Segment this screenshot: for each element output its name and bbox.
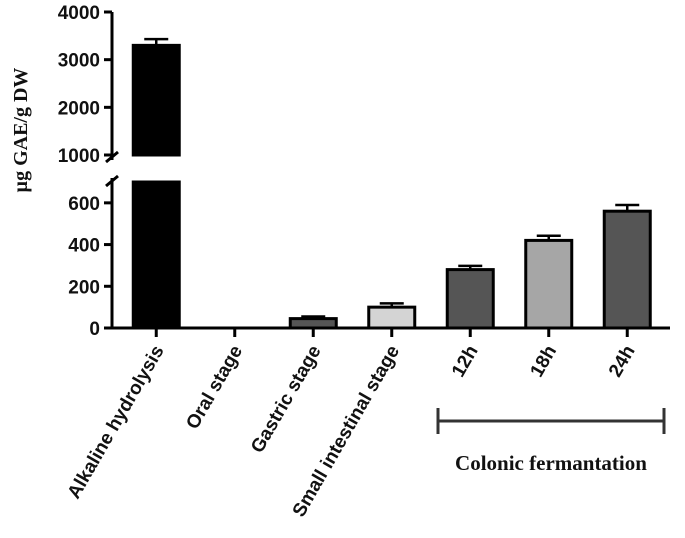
bar — [602, 209, 652, 330]
bar — [524, 238, 574, 330]
x-tick-label: 12h — [448, 342, 483, 381]
x-tick-label: 24h — [605, 342, 640, 381]
bar — [131, 43, 181, 157]
bar — [445, 268, 495, 330]
axis-break-mark-upper — [105, 150, 119, 164]
y-upper-tick-label: 2000 — [58, 98, 100, 119]
x-tick-label: Alkaline hydrolysis — [64, 342, 169, 502]
y-axis: 0 200 400 600 1000 2000 3000 4000 — [58, 3, 119, 340]
y-upper-tick-label: 1000 — [58, 146, 100, 167]
bars — [131, 37, 652, 330]
colonic-group-bracket: Colonic fermantation — [436, 408, 666, 475]
y-lower-tick-label: 200 — [68, 277, 100, 298]
bar — [367, 305, 417, 330]
x-tick-label: Oral stage — [182, 342, 247, 433]
axis-break-mark-lower — [105, 174, 119, 188]
group-label: Colonic fermantation — [455, 451, 647, 475]
x-tick-label: 18h — [527, 342, 562, 381]
bar — [131, 180, 181, 330]
x-tick-label: Gastric stage — [247, 342, 325, 457]
x-axis: Alkaline hydrolysis Oral stage Gastric sta… — [64, 326, 670, 521]
y-axis-label: µg GAE/g DW — [10, 68, 32, 193]
y-upper-tick-label: 4000 — [58, 3, 100, 24]
y-lower-tick-label: 400 — [68, 236, 100, 257]
y-lower-tick-label: 600 — [68, 194, 100, 215]
y-lower-tick-label: 0 — [89, 319, 100, 340]
y-upper-tick-label: 3000 — [58, 51, 100, 72]
